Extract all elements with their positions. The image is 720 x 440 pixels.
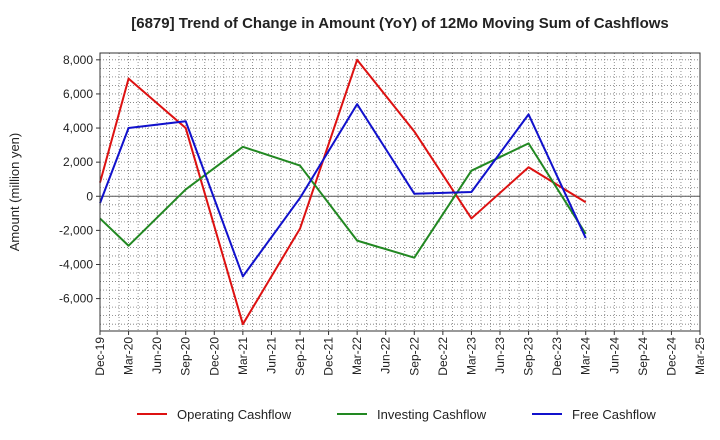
x-tick-label: Mar-20	[122, 337, 136, 375]
x-tick-label: Mar-21	[236, 337, 250, 375]
y-tick-label: 0	[86, 189, 93, 203]
x-tick-label: Mar-22	[350, 337, 364, 375]
axis-layer: -6,000 -4,000 -2,000 0 2,000 4,000 6,000 8,000 D…	[59, 52, 707, 376]
series-layer	[99, 58, 587, 326]
x-tick-label: Dec-20	[207, 337, 221, 376]
y-tick-label: 8,000	[63, 53, 93, 67]
grid-layer	[99, 53, 701, 331]
legend: Operating Cashflow Investing Cashflow Free…	[137, 407, 656, 422]
y-tick-label: 6,000	[63, 87, 93, 101]
x-tick-label: Dec-21	[322, 337, 336, 376]
x-tick-label: Mar-23	[464, 337, 478, 375]
y-tick-label: 2,000	[63, 155, 93, 169]
y-tick-label: 4,000	[63, 121, 93, 135]
x-tick-label: Dec-24	[664, 337, 678, 376]
x-tick-label: Jun-22	[379, 337, 393, 374]
operating-cashflow-line	[99, 58, 587, 326]
plot-frame	[99, 52, 701, 332]
x-tick-label: Jun-20	[150, 337, 164, 374]
x-tick-label: Dec-19	[93, 337, 107, 376]
x-tick-label: Sep-24	[636, 337, 650, 376]
chart-title: [6879] Trend of Change in Amount (YoY) o…	[131, 15, 669, 32]
x-tick-label: Dec-22	[436, 337, 450, 376]
x-tick-label: Sep-22	[407, 337, 421, 376]
y-tick-label: -4,000	[59, 257, 93, 271]
legend-label-free-cashflow: Free Cashflow	[572, 407, 656, 422]
y-tick-label: -6,000	[59, 292, 93, 306]
legend-label-operating-cashflow: Operating Cashflow	[177, 407, 292, 422]
x-tick-label: Jun-23	[493, 337, 507, 374]
y-axis-label: Amount (million yen)	[7, 133, 22, 252]
y-tick-label: -2,000	[59, 223, 93, 237]
x-tick-label: Sep-20	[179, 337, 193, 376]
x-tick-label: Sep-21	[293, 337, 307, 376]
x-tick-label: Mar-25	[693, 337, 707, 375]
x-tick-label: Sep-23	[522, 337, 536, 376]
investing-cashflow-line	[99, 142, 587, 259]
free-cashflow-line	[99, 103, 587, 278]
x-tick-label: Dec-23	[550, 337, 564, 376]
legend-label-investing-cashflow: Investing Cashflow	[377, 407, 487, 422]
x-tick-label: Jun-24	[607, 337, 621, 374]
x-tick-label: Mar-24	[579, 337, 593, 375]
x-tick-label: Jun-21	[264, 337, 278, 374]
